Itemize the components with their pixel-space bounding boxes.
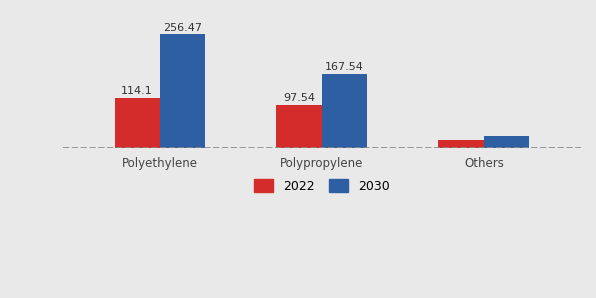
Bar <box>277 105 322 148</box>
Text: 114.1: 114.1 <box>122 86 153 96</box>
Legend: 2022, 2030: 2022, 2030 <box>249 174 395 198</box>
Text: 256.47: 256.47 <box>163 23 202 32</box>
Text: 97.54: 97.54 <box>283 93 315 103</box>
Bar <box>160 34 205 148</box>
Bar <box>484 136 529 148</box>
Bar <box>114 97 160 148</box>
Bar <box>322 74 367 148</box>
Text: 167.54: 167.54 <box>325 62 364 72</box>
Bar <box>439 140 484 148</box>
